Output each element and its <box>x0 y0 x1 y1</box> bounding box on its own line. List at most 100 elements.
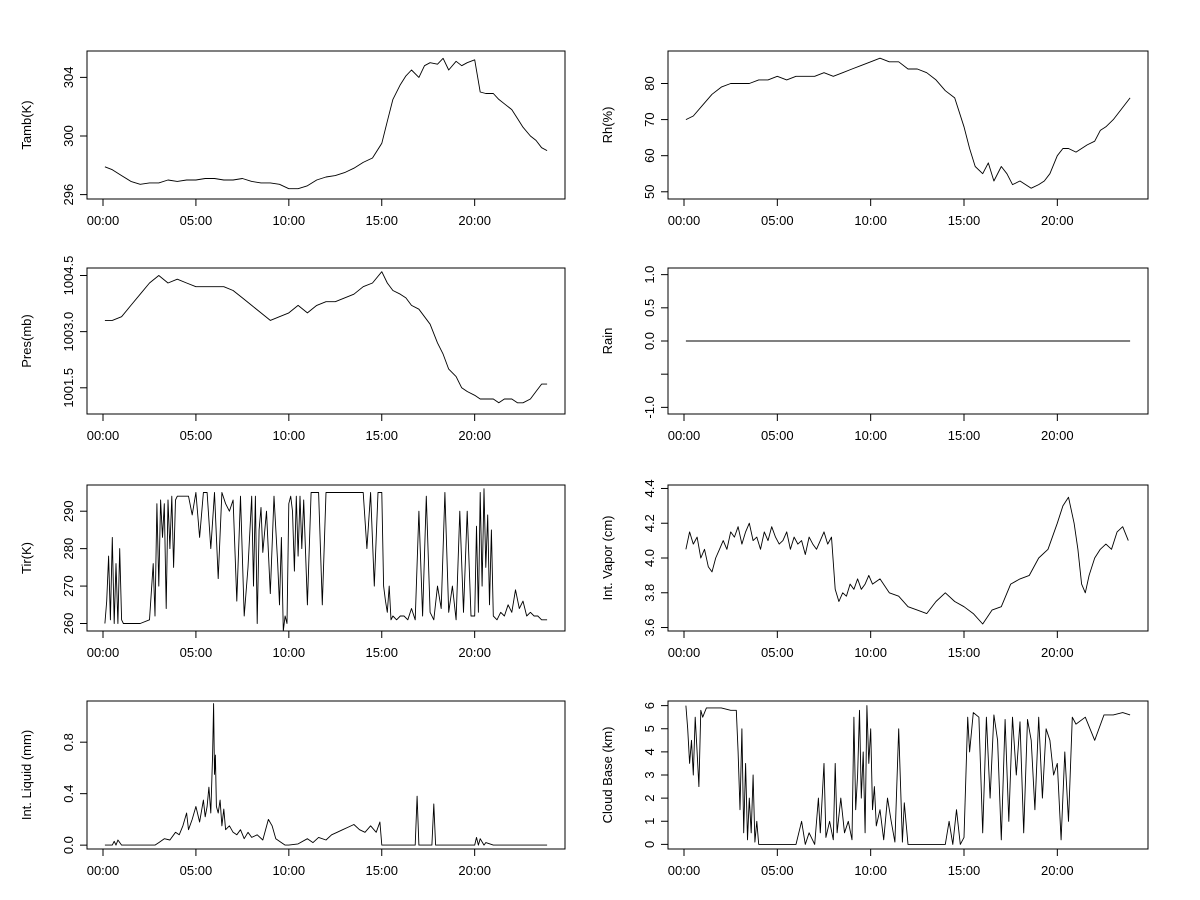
x-tick-label: 00:00 <box>668 213 701 228</box>
y-tick-label: 0.4 <box>61 785 76 803</box>
series-line-1 <box>104 271 548 404</box>
x-tick-label: 10:00 <box>854 645 887 660</box>
panel-5: 00:00 05:00 10:00 15:00 20:00 260 270 280 290 Tir… <box>19 484 566 660</box>
y-axis-label: Rain <box>600 328 615 355</box>
y-tick-label: 80 <box>642 76 657 90</box>
y-tick-label: 4.4 <box>642 479 657 497</box>
series-line-1 <box>104 703 548 846</box>
y-tick-label: 60 <box>642 148 657 162</box>
y-axis-label: Int. Vapor (cm) <box>600 515 615 600</box>
x-tick-label: 20:00 <box>1041 863 1074 878</box>
plot-frame <box>86 50 566 200</box>
plot-frame <box>86 700 566 850</box>
y-tick-label: 4.0 <box>642 549 657 567</box>
y-tick-label: 1001.5 <box>61 368 76 408</box>
x-tick-label: 05:00 <box>180 213 213 228</box>
panel-1: 00:00 05:00 10:00 15:00 20:00 296 300 304 Tamb(K… <box>19 50 566 228</box>
y-axis-label: Int. Liquid (mm) <box>19 730 34 820</box>
x-tick-label: 15:00 <box>365 863 398 878</box>
x-tick-label: 20:00 <box>1041 213 1074 228</box>
x-tick-label: 15:00 <box>948 428 981 443</box>
panel-3: 00:00 05:00 10:00 15:00 20:00 1001.5 1003.0 100… <box>19 256 566 443</box>
x-tick-label: 15:00 <box>365 428 398 443</box>
plot-frame <box>86 267 566 415</box>
x-tick-label: 00:00 <box>87 863 120 878</box>
y-tick-label: 1004.5 <box>61 256 76 296</box>
y-tick-label: 260 <box>61 613 76 635</box>
y-tick-label: 280 <box>61 538 76 560</box>
x-tick-label: 10:00 <box>854 213 887 228</box>
x-tick-label: 10:00 <box>273 428 306 443</box>
x-tick-label: 05:00 <box>761 213 794 228</box>
y-tick-label: 1003.0 <box>61 312 76 352</box>
y-tick-label: 0 <box>642 841 657 848</box>
x-tick-label: 05:00 <box>761 645 794 660</box>
y-axis-label: Pres(mb) <box>19 314 34 367</box>
x-tick-label: 00:00 <box>668 645 701 660</box>
y-tick-label: 2 <box>642 795 657 802</box>
x-tick-label: 05:00 <box>180 645 213 660</box>
x-tick-label: 10:00 <box>854 863 887 878</box>
x-tick-label: 15:00 <box>365 645 398 660</box>
series-line-1 <box>685 496 1129 625</box>
y-tick-label: 296 <box>61 184 76 206</box>
series-line-1 <box>104 488 548 632</box>
x-tick-label: 10:00 <box>273 863 306 878</box>
x-tick-label: 20:00 <box>458 213 491 228</box>
x-tick-label: 20:00 <box>458 428 491 443</box>
y-tick-label: 4 <box>642 748 657 755</box>
x-tick-label: 05:00 <box>761 863 794 878</box>
y-tick-label: 1 <box>642 818 657 825</box>
y-tick-label: 70 <box>642 112 657 126</box>
x-tick-label: 15:00 <box>948 863 981 878</box>
x-tick-label: 15:00 <box>948 645 981 660</box>
x-tick-label: 00:00 <box>87 645 120 660</box>
y-tick-label: -1.0 <box>642 396 657 418</box>
x-tick-label: 15:00 <box>948 213 981 228</box>
y-axis-label: Tamb(K) <box>19 100 34 149</box>
x-tick-label: 05:00 <box>761 428 794 443</box>
x-tick-label: 15:00 <box>365 213 398 228</box>
y-tick-label: 0.0 <box>61 836 76 854</box>
y-axis-label: Tir(K) <box>19 542 34 574</box>
y-tick-label: 3.8 <box>642 584 657 602</box>
panel-2: 00:00 05:00 10:00 15:00 20:00 50 60 70 80 Rh(%) <box>600 50 1149 228</box>
x-tick-label: 00:00 <box>668 863 701 878</box>
x-tick-label: 20:00 <box>458 645 491 660</box>
y-tick-label: 304 <box>61 67 76 89</box>
plot-frame <box>86 484 566 632</box>
x-tick-label: 00:00 <box>87 213 120 228</box>
x-tick-label: 20:00 <box>1041 428 1074 443</box>
x-tick-label: 10:00 <box>273 645 306 660</box>
series-line-1 <box>685 705 1131 845</box>
panel-4: 00:00 05:00 10:00 15:00 20:00 -1.0 0.0 0.5 1.0 Ra… <box>600 266 1149 443</box>
y-tick-label: 6 <box>642 702 657 709</box>
series-line-1 <box>104 57 548 190</box>
x-tick-label: 00:00 <box>668 428 701 443</box>
plot-frame <box>667 484 1149 632</box>
panel-8: 00:00 05:00 10:00 15:00 20:00 0 1 2 3 4 5 6 Cloud Ba… <box>600 700 1149 878</box>
x-tick-label: 20:00 <box>1041 645 1074 660</box>
x-tick-label: 00:00 <box>87 428 120 443</box>
y-tick-label: 5 <box>642 725 657 732</box>
y-tick-label: 4.2 <box>642 514 657 532</box>
panel-7: 00:00 05:00 10:00 15:00 20:00 0.0 0.4 0.8 Int. L… <box>19 700 566 878</box>
y-axis-label: Rh(%) <box>600 107 615 144</box>
y-tick-label: 0.5 <box>642 299 657 317</box>
y-tick-label: 0.0 <box>642 332 657 350</box>
y-tick-label: 290 <box>61 500 76 522</box>
x-tick-label: 10:00 <box>273 213 306 228</box>
y-tick-label: 50 <box>642 185 657 199</box>
x-tick-label: 10:00 <box>854 428 887 443</box>
x-tick-label: 05:00 <box>180 863 213 878</box>
y-tick-label: 1.0 <box>642 266 657 284</box>
y-tick-label: 0.8 <box>61 733 76 751</box>
x-tick-label: 20:00 <box>458 863 491 878</box>
panel-6: 00:00 05:00 10:00 15:00 20:00 3.6 3.8 4.0 4.2 4.4… <box>600 479 1149 660</box>
y-axis-label: Cloud Base (km) <box>600 727 615 824</box>
y-tick-label: 300 <box>61 125 76 147</box>
y-tick-label: 3.6 <box>642 618 657 636</box>
series-line-1 <box>685 57 1131 189</box>
plot-frame <box>667 50 1149 200</box>
